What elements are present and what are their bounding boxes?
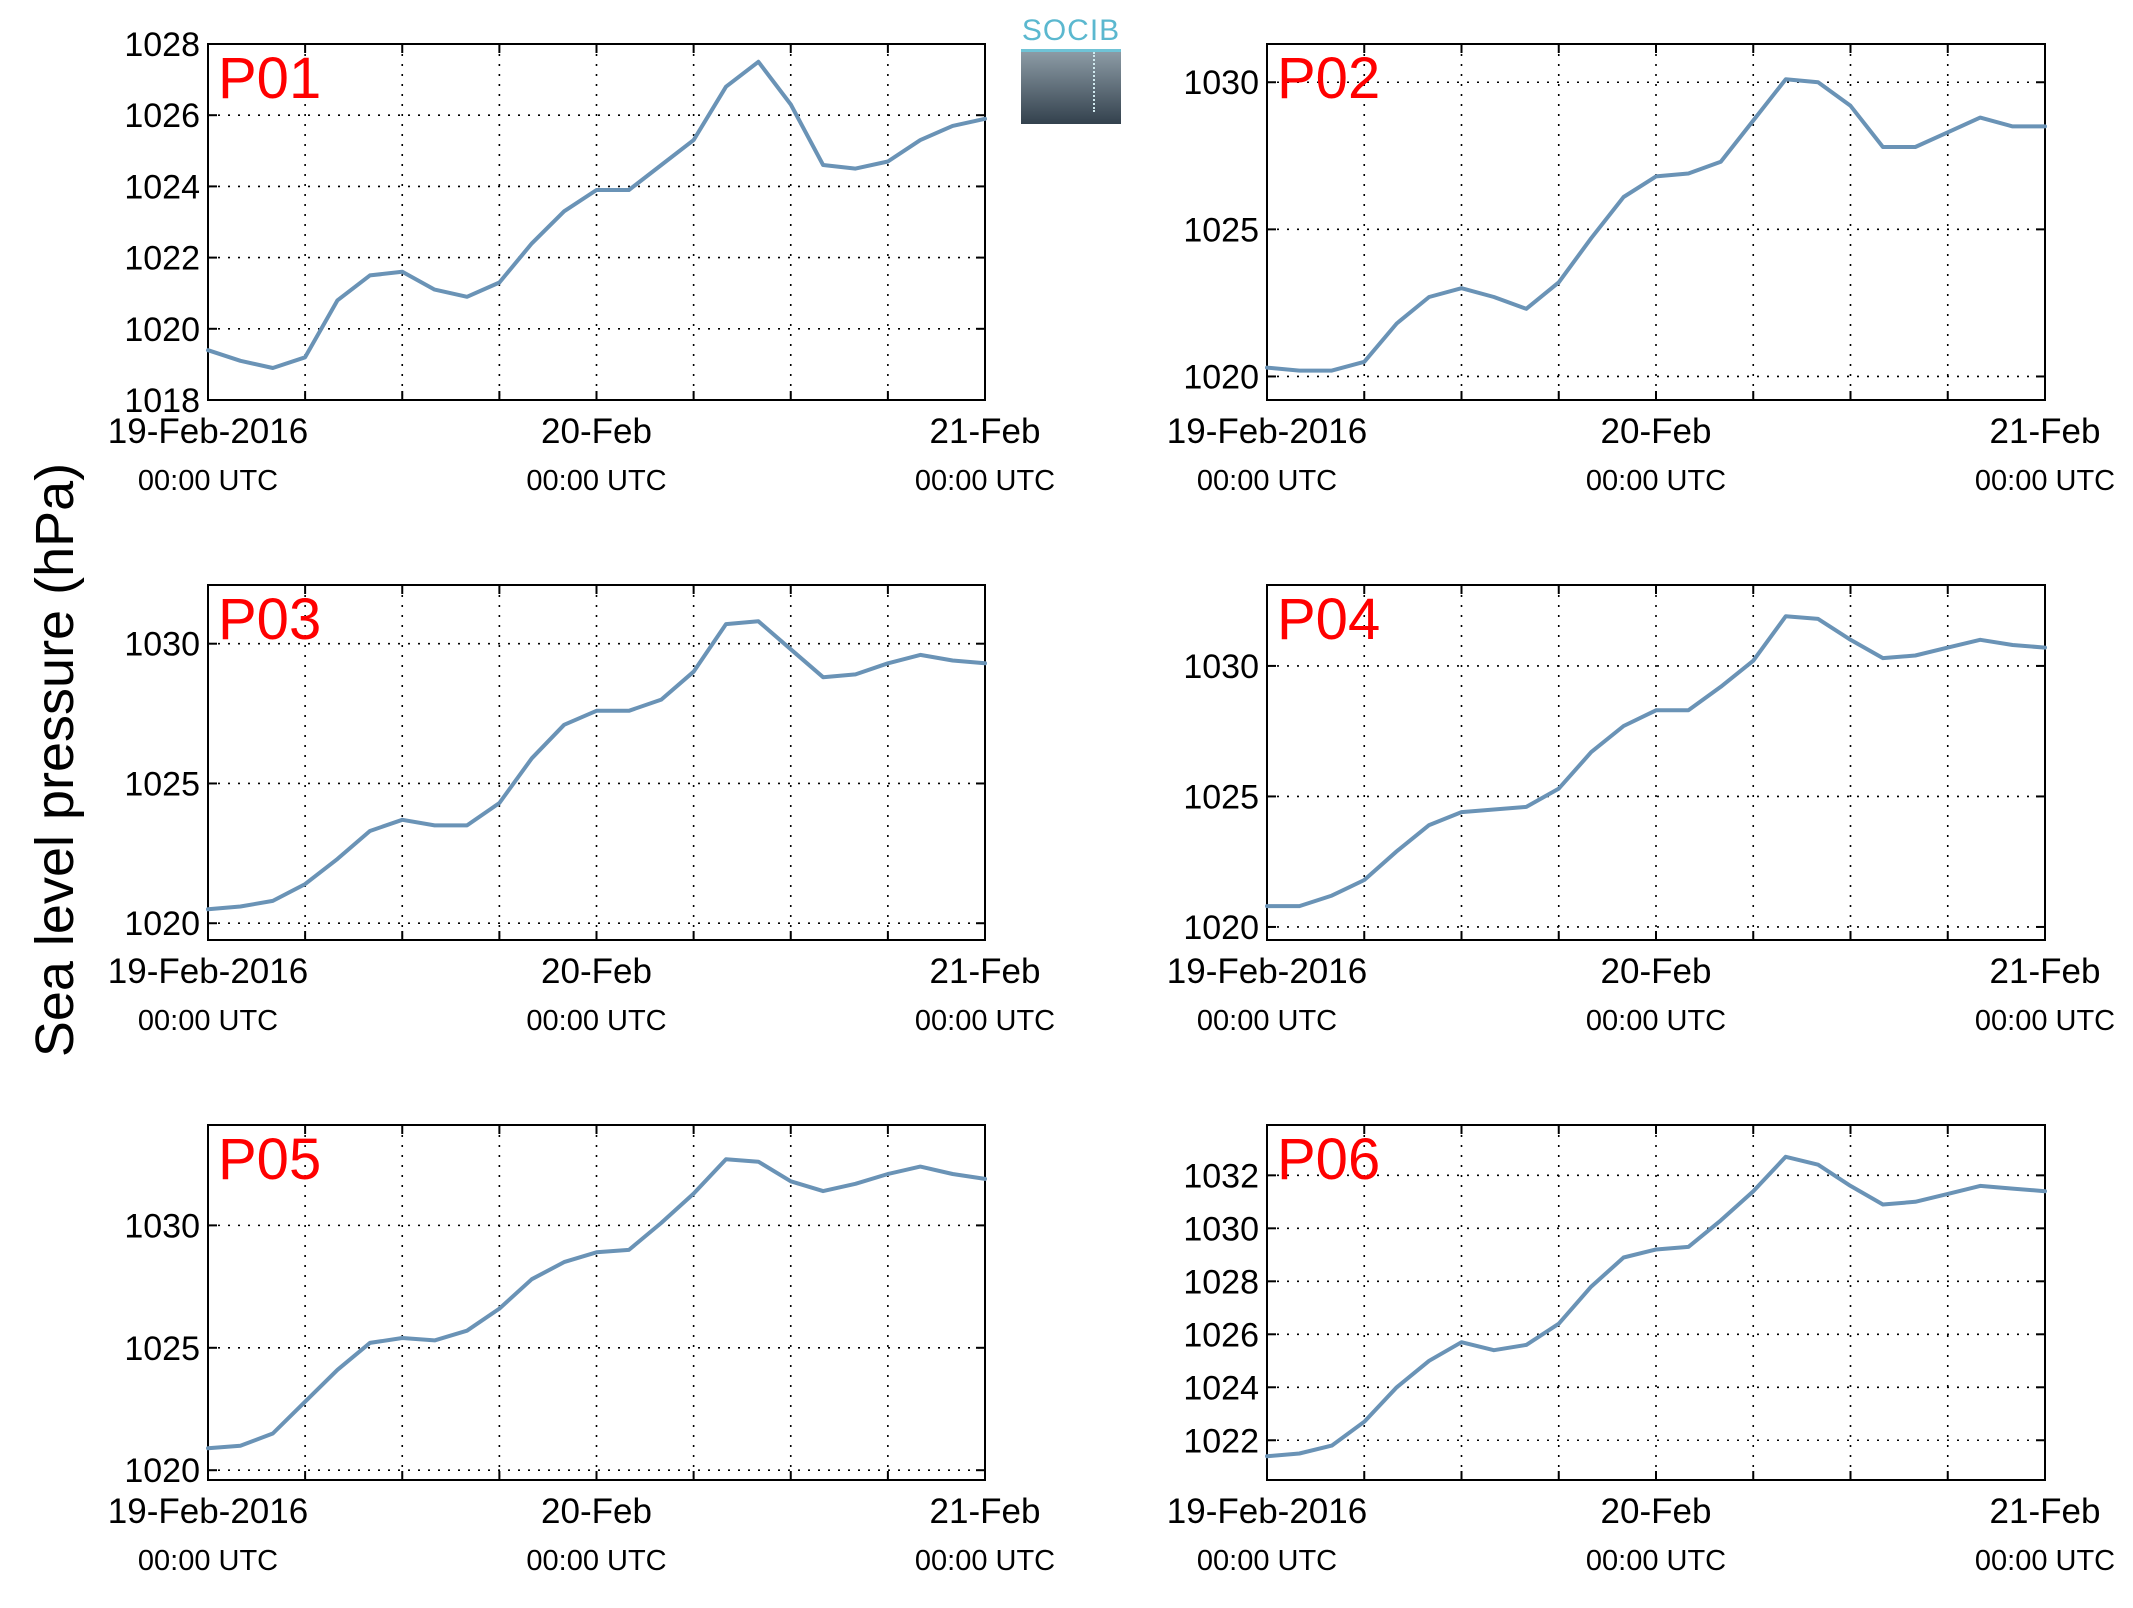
x-tick-sublabel: 00:00 UTC [526,465,666,497]
y-tick-label: 1026 [124,97,200,135]
x-tick-label: 20-Feb [1601,412,1712,451]
x-tick-sublabel: 00:00 UTC [138,1005,278,1037]
series-line-p04 [1265,614,2047,909]
x-tick-label: 21-Feb [1990,952,2101,991]
panel-p04: 1020 1025 1030 19-Feb-2016 00:00 UTC 20-Feb 00… [1167,584,2115,1037]
panel-label-p03: P03 [218,587,321,652]
x-tick-sublabel: 00:00 UTC [526,1005,666,1037]
panel-p05: 1020 1025 1030 19-Feb-2016 00:00 UTC 20-Feb 00… [108,1124,1055,1577]
x-tick-sublabel: 00:00 UTC [1975,1005,2115,1037]
x-tick-sublabel: 00:00 UTC [915,465,1055,497]
x-tick-sublabel: 00:00 UTC [1975,465,2115,497]
x-tick-sublabel: 00:00 UTC [1586,1005,1726,1037]
x-tick-label: 19-Feb-2016 [1167,952,1367,991]
panel-label-p05: P05 [218,1127,321,1192]
y-tick-label: 1020 [1183,358,1259,396]
x-tick-label: 19-Feb-2016 [108,412,308,451]
x-tick-sublabel: 00:00 UTC [1586,1545,1726,1577]
logo-text: SOCIB [1021,14,1121,47]
x-tick-sublabel: 00:00 UTC [1975,1545,2115,1577]
y-tick-label: 1032 [1183,1157,1259,1195]
x-tick-label: 21-Feb [930,412,1041,451]
panel-p01: 1018 1020 1022 1024 1026 1028 19-Feb-2016 00:00… [108,26,1055,497]
y-tick-label: 1025 [124,1330,200,1368]
y-tick-label: 1028 [124,26,200,64]
y-axis-label: Sea level pressure (hPa) [25,462,85,1058]
y-tick-label: 1020 [124,905,200,943]
x-tick-sublabel: 00:00 UTC [1197,1005,1337,1037]
socib-logo: SOCIB [1021,14,1121,124]
x-tick-label: 20-Feb [541,952,652,991]
x-tick-label: 20-Feb [541,1492,652,1531]
y-tick-label: 1026 [1183,1316,1259,1354]
x-tick-label: 21-Feb [930,952,1041,991]
panel-label-p01: P01 [218,46,321,111]
x-tick-sublabel: 00:00 UTC [915,1005,1055,1037]
x-tick-label: 20-Feb [541,412,652,451]
x-tick-sublabel: 00:00 UTC [138,465,278,497]
x-tick-label: 21-Feb [1990,1492,2101,1531]
panel-p03: 1020 1025 1030 19-Feb-2016 00:00 UTC 20-Feb 00… [108,584,1055,1037]
y-tick-label: 1022 [124,240,200,278]
series-line-p02 [1265,77,2047,373]
logo-dotted-line [1093,52,1095,112]
axes-frame [1266,43,2046,401]
panel-p02: 1020 1025 1030 19-Feb-2016 00:00 UTC 20-Feb 00… [1167,43,2115,497]
logo-graphic [1021,49,1121,124]
y-tick-label: 1030 [1183,648,1259,686]
y-tick-label: 1025 [124,765,200,803]
axes-frame [207,43,986,401]
y-tick-label: 1022 [1183,1422,1259,1460]
x-tick-label: 20-Feb [1601,1492,1712,1531]
x-tick-sublabel: 00:00 UTC [1197,465,1337,497]
y-tick-label: 1020 [1183,909,1259,947]
x-tick-label: 19-Feb-2016 [1167,412,1367,451]
x-tick-label: 20-Feb [1601,952,1712,991]
series-line-p01 [206,59,987,370]
x-tick-label: 21-Feb [1990,412,2101,451]
y-tick-label: 1020 [124,311,200,349]
y-tick-label: 1025 [1183,211,1259,249]
series-line-p05 [206,1157,987,1451]
y-tick-label: 1030 [1183,64,1259,102]
x-tick-label: 19-Feb-2016 [108,1492,308,1531]
x-tick-label: 19-Feb-2016 [1167,1492,1367,1531]
panel-label-p04: P04 [1277,587,1380,652]
x-tick-label: 21-Feb [930,1492,1041,1531]
panel-label-p02: P02 [1277,46,1380,111]
y-tick-label: 1030 [124,1207,200,1245]
x-tick-sublabel: 00:00 UTC [1197,1545,1337,1577]
x-tick-sublabel: 00:00 UTC [138,1545,278,1577]
series-line-p06 [1265,1154,2047,1459]
y-tick-label: 1024 [1183,1369,1259,1407]
y-tick-label: 1030 [124,626,200,664]
panel-p06: 1022 1024 1026 1028 1030 1032 19-Feb-2016 00:00… [1167,1124,2115,1577]
x-tick-label: 19-Feb-2016 [108,952,308,991]
y-tick-label: 1025 [1183,778,1259,816]
y-tick-label: 1024 [124,168,200,206]
y-tick-label: 1020 [124,1452,200,1490]
x-tick-sublabel: 00:00 UTC [915,1545,1055,1577]
y-tick-label: 1030 [1183,1210,1259,1248]
x-tick-sublabel: 00:00 UTC [526,1545,666,1577]
x-tick-sublabel: 00:00 UTC [1586,465,1726,497]
y-tick-label: 1018 [124,382,200,420]
y-tick-label: 1028 [1183,1263,1259,1301]
panel-label-p06: P06 [1277,1127,1380,1192]
series-line-p03 [206,619,987,912]
